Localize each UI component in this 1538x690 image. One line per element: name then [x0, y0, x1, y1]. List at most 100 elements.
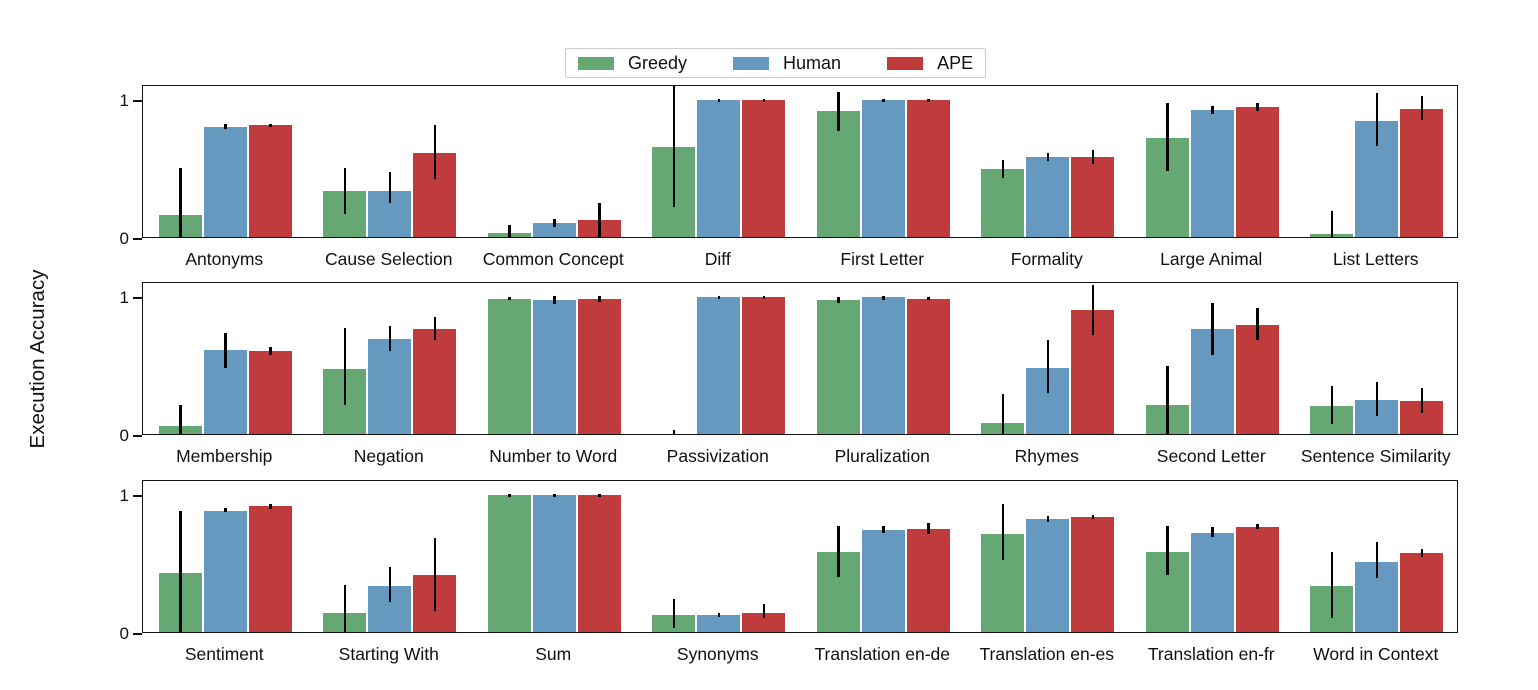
error-bar [837, 297, 840, 303]
category-label: Membership [176, 446, 273, 466]
bar-human [861, 297, 905, 434]
bar-human [1190, 532, 1234, 632]
error-bar [882, 525, 885, 533]
bar-ape [413, 329, 457, 434]
bar-human [861, 100, 905, 237]
error-bar [1001, 159, 1004, 178]
error-bar [1375, 93, 1378, 146]
y-tick-mark [133, 435, 142, 437]
error-bar [179, 168, 182, 237]
bar-human [532, 300, 576, 434]
error-bar [179, 405, 182, 434]
error-bar [224, 333, 227, 368]
category-label: Sentiment [184, 644, 264, 664]
error-bar [433, 538, 436, 612]
error-bar [508, 224, 511, 237]
error-bar [1166, 366, 1169, 434]
category-label: Negation [353, 446, 424, 466]
bar-human [1190, 110, 1234, 237]
error-bar [1166, 525, 1169, 576]
bar-greedy [487, 495, 531, 632]
legend-swatch-human [733, 56, 770, 70]
error-bar [1256, 103, 1259, 112]
category-label: Formality [1010, 249, 1083, 269]
category-label: Common Concept [482, 249, 624, 269]
error-bar [1211, 302, 1214, 356]
legend-entry-human: Human [733, 54, 841, 72]
category-label: Pluralization [834, 446, 930, 466]
error-bar [1091, 514, 1094, 519]
error-bar [1256, 524, 1259, 529]
bar-greedy [981, 169, 1025, 237]
error-bar [433, 125, 436, 180]
category-label: Translation en-es [979, 644, 1115, 664]
bar-human [1026, 156, 1070, 237]
error-bar [837, 92, 840, 131]
legend-entry-ape: APE [887, 54, 973, 72]
bar-human [532, 223, 576, 237]
error-bar [343, 327, 346, 406]
category-label: First Letter [840, 249, 925, 269]
error-bar [882, 296, 885, 301]
error-bar [508, 494, 511, 497]
legend-label-human: Human [783, 53, 842, 73]
error-bar [553, 296, 556, 305]
bar-ape [248, 125, 292, 237]
bar-ape [1235, 527, 1279, 632]
error-bar [717, 99, 720, 102]
category-label: Translation en-fr [1147, 644, 1275, 664]
y-tick-label: 0 [119, 229, 129, 248]
category-label: Rhymes [1014, 446, 1079, 466]
error-bar [224, 507, 227, 512]
error-bar [1420, 96, 1423, 120]
category-label: List Letters [1332, 249, 1419, 269]
bar-ape [742, 612, 786, 632]
bar-human [1026, 518, 1070, 632]
category-label: Starting With [338, 644, 439, 664]
bar-human [697, 297, 741, 434]
bar-ape [577, 298, 621, 434]
error-bar [837, 525, 840, 577]
y-tick-label: 1 [119, 486, 129, 505]
category-label: Large Animal [1160, 249, 1263, 269]
error-bar [1256, 308, 1259, 341]
error-bar [343, 168, 346, 214]
category-label: Number to Word [489, 446, 618, 466]
category-label: Antonyms [185, 249, 264, 269]
error-bar [343, 585, 346, 632]
error-bar [762, 604, 765, 619]
bar-greedy [816, 300, 860, 434]
y-tick-label: 1 [119, 91, 129, 110]
error-bar [927, 297, 930, 301]
category-label: Word in Context [1313, 644, 1439, 664]
error-bar [1211, 527, 1214, 537]
y-tick-label: 1 [119, 288, 129, 307]
error-bar [1046, 152, 1049, 162]
legend: Greedy Human APE [565, 48, 987, 78]
error-bar [1091, 150, 1094, 164]
y-axis-title-text: Execution Accuracy [26, 269, 49, 449]
error-bar [672, 598, 675, 628]
error-bar [762, 99, 765, 102]
error-bar [388, 567, 391, 602]
y-tick-mark [133, 297, 142, 299]
error-bar [1420, 388, 1423, 414]
error-bar [553, 219, 556, 228]
y-tick-label: 0 [119, 624, 129, 643]
error-bar [1330, 210, 1333, 237]
category-label: Synonyms [676, 644, 759, 664]
bar-ape [1400, 553, 1444, 632]
error-bar [1001, 503, 1004, 561]
error-bar [388, 172, 391, 203]
legend-swatch-ape [887, 56, 924, 70]
bar-human [697, 615, 741, 632]
legend-entry-greedy: Greedy [578, 54, 687, 72]
bar-ape [1235, 107, 1279, 237]
error-bar [1046, 340, 1049, 393]
error-bar [433, 316, 436, 341]
error-bar [927, 99, 930, 102]
bar-ape [742, 100, 786, 237]
error-bar [1166, 103, 1169, 171]
